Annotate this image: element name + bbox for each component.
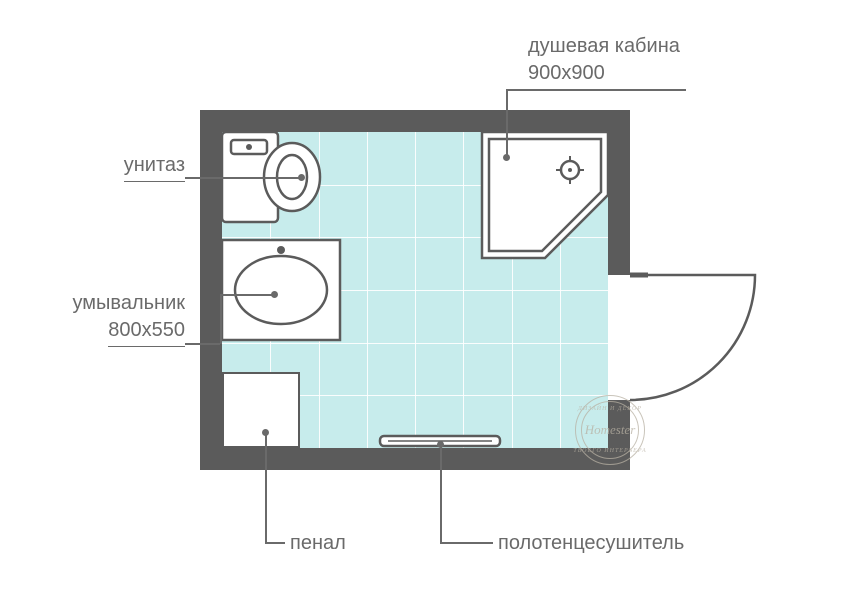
floorplan-canvas: унитаз душевая кабина 900x900 умывальник…	[0, 0, 850, 596]
label-sink-line2: 800x550	[108, 317, 185, 347]
leader-cabinet-h	[265, 542, 285, 544]
leader-cabinet-v	[265, 432, 267, 542]
label-shower-line2: 900x900	[528, 60, 605, 90]
leader-towel-h	[440, 542, 493, 544]
label-towel-text: полотенцесушитель	[498, 532, 684, 554]
label-sink: умывальник 800x550	[40, 290, 185, 347]
leader-sink-h1	[185, 343, 220, 345]
label-toilet: унитаз	[40, 152, 185, 182]
leader-sink-v	[220, 294, 222, 344]
leader-dot-toilet	[298, 174, 305, 181]
leader-toilet	[185, 177, 300, 179]
label-towel-rail: полотенцесушитель	[498, 530, 684, 557]
stamp-main: Homester	[585, 422, 636, 438]
leader-dot-towel	[437, 441, 444, 448]
leader-dot-shower	[503, 154, 510, 161]
label-cabinet: пенал	[290, 530, 346, 557]
stamp-top: ДИЗАЙН И ДЕКОР	[578, 406, 642, 412]
leader-sink-h2	[220, 294, 273, 296]
leader-towel-v	[440, 444, 442, 542]
label-toilet-text: унитаз	[124, 152, 185, 182]
label-cabinet-text: пенал	[290, 532, 346, 554]
watermark-stamp: ДИЗАЙН И ДЕКОР Homester ТВОЕГО ИНТЕРЬЕРА	[575, 395, 645, 465]
label-sink-line1: умывальник	[73, 292, 185, 314]
stamp-bottom: ТВОЕГО ИНТЕРЬЕРА	[573, 448, 646, 454]
label-shower-line1: душевая кабина	[528, 35, 680, 57]
leader-dot-sink	[271, 291, 278, 298]
door-opening	[608, 275, 630, 400]
leader-dot-cabinet	[262, 429, 269, 436]
label-shower: душевая кабина 900x900	[528, 33, 680, 90]
fixture-cabinet	[222, 372, 300, 448]
leader-shower-v	[506, 89, 508, 156]
